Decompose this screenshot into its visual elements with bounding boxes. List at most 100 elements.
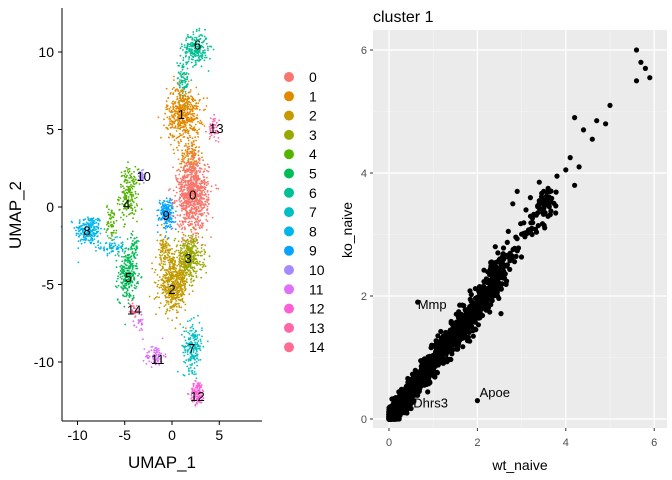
umap-point (151, 262, 153, 265)
umap-point (174, 237, 177, 240)
umap-point (129, 280, 132, 283)
umap-point (95, 218, 97, 221)
umap-point (181, 186, 184, 188)
umap-point (84, 223, 87, 226)
umap-point (121, 269, 124, 271)
umap-point (165, 231, 168, 233)
umap-point (172, 116, 175, 119)
umap-point (192, 391, 195, 394)
umap-point (196, 337, 199, 339)
umap-point (200, 52, 202, 55)
umap-point (205, 37, 208, 40)
umap-point (194, 338, 197, 341)
umap-point (168, 248, 171, 251)
umap-point (160, 268, 163, 271)
umap-point (87, 239, 90, 242)
umap-point (123, 180, 126, 183)
umap-point (78, 226, 81, 229)
umap-point (113, 222, 115, 225)
umap-point (162, 279, 165, 282)
umap-point (136, 220, 138, 223)
legend-swatch-9 (284, 245, 294, 256)
umap-point (124, 323, 127, 326)
umap-point (198, 162, 201, 165)
umap-point (97, 224, 100, 226)
umap-point (174, 266, 176, 269)
umap-point (183, 185, 186, 187)
umap-point (181, 281, 184, 284)
umap-point (168, 309, 171, 312)
umap-point (124, 263, 127, 266)
umap-point (118, 203, 121, 206)
umap-point (194, 36, 197, 39)
umap-point (188, 49, 191, 52)
umap-point (182, 182, 185, 184)
umap-point (204, 108, 207, 111)
umap-point (122, 200, 125, 203)
umap-point (158, 276, 161, 278)
umap-point (139, 171, 142, 174)
umap-point (186, 176, 189, 179)
umap-point (162, 243, 165, 246)
umap-point (191, 173, 193, 176)
umap-point (90, 217, 93, 220)
umap-point (153, 349, 155, 351)
umap-point (176, 95, 179, 98)
umap-point (203, 59, 206, 62)
umap-point (175, 309, 178, 312)
umap-point (113, 229, 115, 232)
umap-point (199, 119, 202, 122)
umap-point (171, 88, 174, 90)
umap-point (153, 271, 156, 274)
umap-point (164, 245, 167, 247)
umap-point (188, 284, 191, 286)
umap-point (198, 260, 201, 263)
umap-point (176, 296, 179, 299)
umap-point (193, 149, 196, 152)
umap-x-tick-label: -10 (67, 427, 87, 443)
umap-point (180, 98, 183, 101)
umap-point (199, 338, 202, 341)
umap-point (158, 306, 161, 309)
umap-point (128, 170, 131, 173)
umap-point (195, 210, 197, 212)
umap-point (205, 105, 208, 107)
umap-point (130, 258, 133, 261)
umap-point (195, 270, 198, 273)
umap-point (191, 241, 194, 244)
umap-point (178, 144, 180, 147)
umap-point (169, 93, 172, 95)
umap-point (196, 393, 199, 396)
umap-point (191, 137, 194, 140)
umap-point (192, 270, 195, 273)
umap-point (131, 242, 134, 245)
umap-point (182, 196, 185, 199)
umap-point (206, 205, 209, 208)
umap-point (175, 270, 177, 273)
umap-point (84, 226, 87, 229)
umap-point (156, 292, 159, 295)
umap-point (126, 174, 128, 177)
umap-point (200, 395, 202, 397)
umap-point (196, 353, 199, 356)
umap-point (177, 149, 179, 152)
umap-point (169, 120, 171, 122)
umap-point (178, 173, 181, 176)
legend-label-10: 10 (309, 262, 325, 278)
umap-point (115, 219, 118, 222)
umap-point (130, 270, 133, 272)
umap-point (169, 197, 172, 200)
umap-point (177, 77, 180, 79)
umap-point (78, 222, 81, 225)
umap-point (87, 232, 90, 235)
umap-point (192, 385, 195, 388)
umap-point (181, 297, 184, 300)
umap-point (128, 256, 130, 259)
umap-point (180, 140, 183, 143)
umap-point (77, 247, 80, 250)
umap-point (163, 222, 166, 225)
umap-point (92, 228, 95, 230)
umap-point (200, 152, 203, 155)
umap-point (133, 170, 135, 173)
